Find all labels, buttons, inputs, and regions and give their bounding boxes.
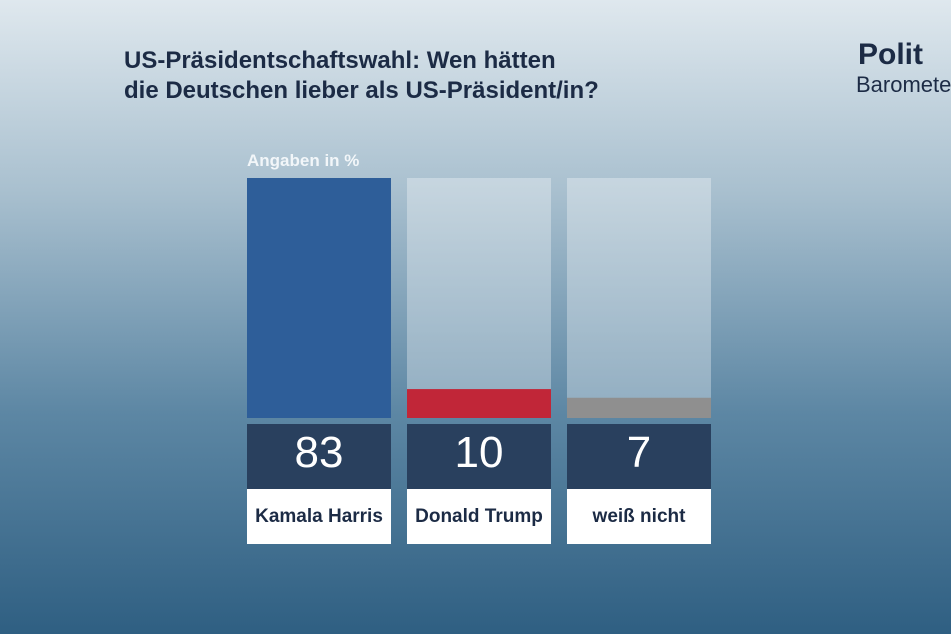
value-box bbox=[407, 424, 551, 489]
bar bbox=[567, 397, 711, 418]
value-label: 10 bbox=[454, 428, 504, 477]
column-background bbox=[567, 178, 711, 418]
logo-text: Polit bbox=[858, 38, 923, 71]
x-tick-label: Kamala Harris bbox=[255, 505, 383, 527]
logo-text: Barometer bbox=[856, 72, 951, 97]
bar bbox=[247, 178, 391, 418]
x-tick-label: weiß nicht bbox=[592, 505, 686, 527]
chart-title: US-Präsidentschaftswahl: Wen hätten die … bbox=[124, 47, 599, 104]
column-background bbox=[407, 178, 551, 418]
value-label: 7 bbox=[626, 428, 652, 477]
bar bbox=[407, 389, 551, 418]
subtitle: Angaben in % bbox=[247, 151, 360, 170]
label-box bbox=[247, 489, 391, 544]
label-box bbox=[407, 489, 551, 544]
label-box bbox=[567, 489, 711, 544]
value-box bbox=[567, 424, 711, 489]
value-box bbox=[247, 424, 391, 489]
value-label: 83 bbox=[294, 428, 344, 477]
x-tick-label: Donald Trump bbox=[415, 505, 543, 527]
